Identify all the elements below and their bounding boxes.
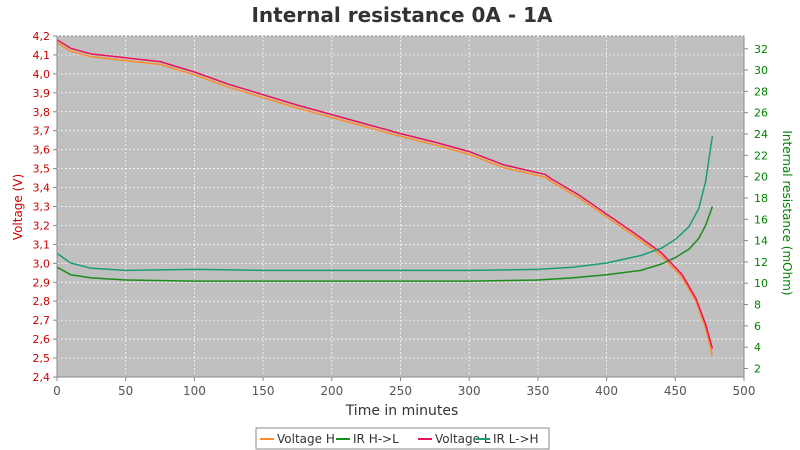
y-right-tick-label: 4 bbox=[754, 341, 761, 354]
legend-label-voltage-h: Voltage H bbox=[277, 432, 335, 446]
y-right-tick-label: 28 bbox=[754, 85, 768, 98]
series-line-voltage-h bbox=[56, 41, 714, 357]
x-axis-label: Time in minutes bbox=[345, 403, 459, 419]
y-right-tick-label: 14 bbox=[754, 235, 768, 248]
y-right-tick-label: 26 bbox=[754, 107, 768, 120]
legend-label-ir-l-h: IR L->H bbox=[493, 432, 539, 446]
chart-title: Internal resistance 0A - 1A bbox=[251, 3, 553, 27]
x-tick-label: 450 bbox=[664, 384, 687, 398]
x-tick-label: 350 bbox=[526, 384, 549, 398]
x-tick-label: 400 bbox=[595, 384, 618, 398]
legend-label-voltage-l: Voltage L bbox=[435, 432, 491, 446]
x-tick-label: 200 bbox=[320, 384, 343, 398]
x-tick-label: 100 bbox=[183, 384, 206, 398]
y-axis-right-label: Internal resistance (mOhm) bbox=[780, 130, 794, 295]
y-right-tick-label: 6 bbox=[754, 320, 761, 333]
y-left-tick-label: 2,5 bbox=[33, 352, 51, 365]
x-tick-label: 250 bbox=[389, 384, 412, 398]
y-left-tick-label: 3,7 bbox=[33, 125, 51, 138]
y-right-tick-label: 16 bbox=[754, 213, 768, 226]
y-right-tick-label: 32 bbox=[754, 43, 768, 56]
y-right-tick-label: 2 bbox=[754, 362, 761, 375]
x-tick-label: 50 bbox=[118, 384, 133, 398]
y-left-tick-label: 3,4 bbox=[33, 182, 51, 195]
y-left-tick-label: 2,4 bbox=[33, 371, 51, 384]
legend-box bbox=[255, 427, 550, 450]
axes: 0 50 100 150 200 250 300 350 400 450 500 2,4 2,5 2,6 2… bbox=[33, 30, 769, 398]
y-left-tick-label: 3,5 bbox=[33, 163, 51, 176]
legend: Voltage H IR H->L Voltage L IR L->H bbox=[255, 427, 550, 450]
y-right-tick-label: 8 bbox=[754, 299, 761, 312]
y-left-tick-label: 3,2 bbox=[33, 219, 51, 232]
y-right-tick-label: 22 bbox=[754, 149, 768, 162]
y-left-tick-label: 3,9 bbox=[33, 87, 51, 100]
y-left-tick-label: 4,0 bbox=[33, 68, 51, 81]
x-tick-label: 300 bbox=[458, 384, 481, 398]
y-left-tick-label: 3,6 bbox=[33, 144, 51, 157]
series-layer bbox=[56, 39, 714, 357]
series-line-ir-l-h bbox=[56, 136, 714, 272]
y-left-tick-label: 2,7 bbox=[33, 314, 51, 327]
y-right-tick-label: 24 bbox=[754, 128, 768, 141]
y-left-tick-label: 3,0 bbox=[33, 257, 51, 270]
y-right-tick-label: 18 bbox=[754, 192, 768, 205]
y-left-tick-label: 2,8 bbox=[33, 295, 51, 308]
y-axis-left-label: Voltage (V) bbox=[11, 174, 25, 240]
y-left-tick-label: 4,2 bbox=[33, 30, 51, 43]
y-left-tick-label: 3,3 bbox=[33, 201, 51, 214]
y-left-tick-label: 3,1 bbox=[33, 238, 51, 251]
x-tick-label: 0 bbox=[53, 384, 61, 398]
y-left-tick-label: 2,9 bbox=[33, 276, 51, 289]
y-right-tick-label: 20 bbox=[754, 171, 768, 184]
x-tick-label: 500 bbox=[733, 384, 756, 398]
series-line-ir-h-l bbox=[56, 206, 714, 282]
y-right-tick-label: 30 bbox=[754, 64, 768, 77]
y-left-tick-label: 4,1 bbox=[33, 49, 51, 62]
x-tick-label: 150 bbox=[252, 384, 275, 398]
y-right-tick-label: 10 bbox=[754, 277, 768, 290]
y-left-tick-label: 2,6 bbox=[33, 333, 51, 346]
y-left-tick-label: 3,8 bbox=[33, 106, 51, 119]
y-right-tick-label: 12 bbox=[754, 256, 768, 269]
legend-label-ir-h-l: IR H->L bbox=[353, 432, 399, 446]
